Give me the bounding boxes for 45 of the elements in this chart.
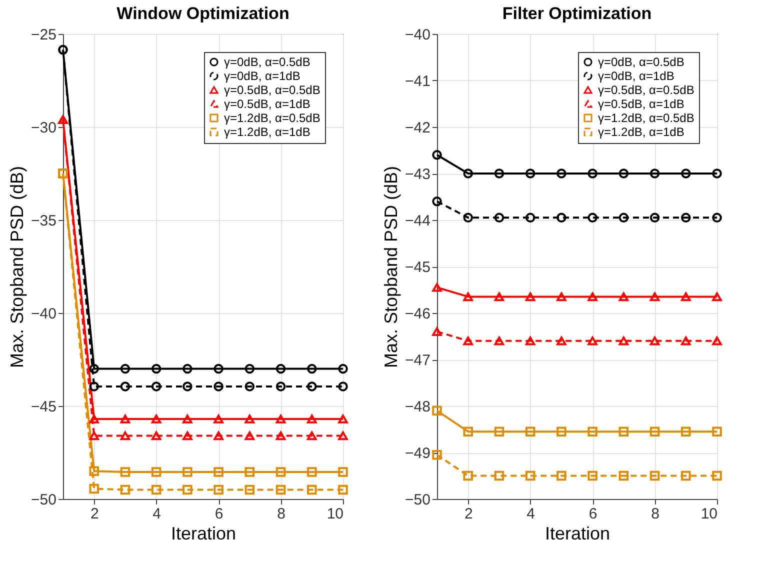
x-tick-label: 10 — [326, 506, 344, 522]
x-axis-title: Iteration — [170, 524, 236, 544]
x-tick-label: 4 — [152, 506, 162, 522]
chart-title: Filter Optimization — [502, 4, 652, 23]
x-tick-label: 8 — [277, 506, 286, 522]
legend-label: γ=0dB, α=0.5dB — [224, 55, 310, 69]
x-tick-label: 8 — [651, 506, 660, 522]
y-tick-label: −43 — [405, 166, 430, 183]
x-tick-label: 2 — [90, 506, 99, 522]
y-tick-label: −42 — [405, 120, 430, 136]
x-tick-label: 10 — [700, 506, 718, 522]
y-tick-label: −40 — [31, 306, 56, 322]
y-axis-title: Max. Stopband PSD (dB) — [381, 166, 402, 368]
y-tick-label: −41 — [405, 73, 430, 90]
legend-label: γ=0.5dB, α=0.5dB — [224, 83, 320, 97]
chart-title: Window Optimization — [116, 4, 290, 23]
y-tick-label: −35 — [31, 212, 56, 230]
y-axis-title: Max. Stopband PSD (dB) — [7, 166, 28, 368]
x-axis-title: Iteration — [544, 524, 610, 544]
y-tick-label: −25 — [31, 26, 56, 44]
y-tick-label: −40 — [405, 26, 430, 44]
legend-label: γ=0dB, α=1dB — [598, 69, 674, 83]
y-tick-label: −44 — [405, 212, 430, 230]
y-tick-label: −49 — [405, 445, 430, 462]
legend-label: γ=0.5dB, α=1dB — [224, 97, 310, 111]
y-tick-label: −46 — [405, 306, 430, 322]
y-tick-label: −48 — [405, 398, 430, 416]
y-tick-label: −47 — [405, 352, 430, 369]
y-tick-label: −50 — [31, 492, 56, 508]
legend-label: γ=1.2dB, α=0.5dB — [224, 111, 320, 125]
x-tick-label: 6 — [214, 506, 224, 522]
y-tick-label: −50 — [405, 492, 430, 508]
y-tick-label: −30 — [31, 120, 56, 136]
legend-label: γ=0.5dB, α=0.5dB — [598, 83, 694, 97]
legend-label: γ=1.2dB, α=0.5dB — [598, 111, 694, 125]
legend-label: γ=1.2dB, α=1dB — [598, 125, 684, 139]
y-tick-label: −45 — [405, 259, 430, 276]
y-tick-label: −45 — [31, 398, 56, 416]
x-tick-label: 2 — [464, 506, 473, 522]
legend-label: γ=1.2dB, α=1dB — [224, 125, 310, 139]
legend-label: γ=0.5dB, α=1dB — [598, 97, 684, 111]
legend-label: γ=0dB, α=1dB — [224, 69, 300, 83]
x-tick-label: 6 — [588, 506, 598, 522]
x-tick-label: 4 — [526, 506, 536, 522]
legend-label: γ=0dB, α=0.5dB — [598, 55, 684, 69]
